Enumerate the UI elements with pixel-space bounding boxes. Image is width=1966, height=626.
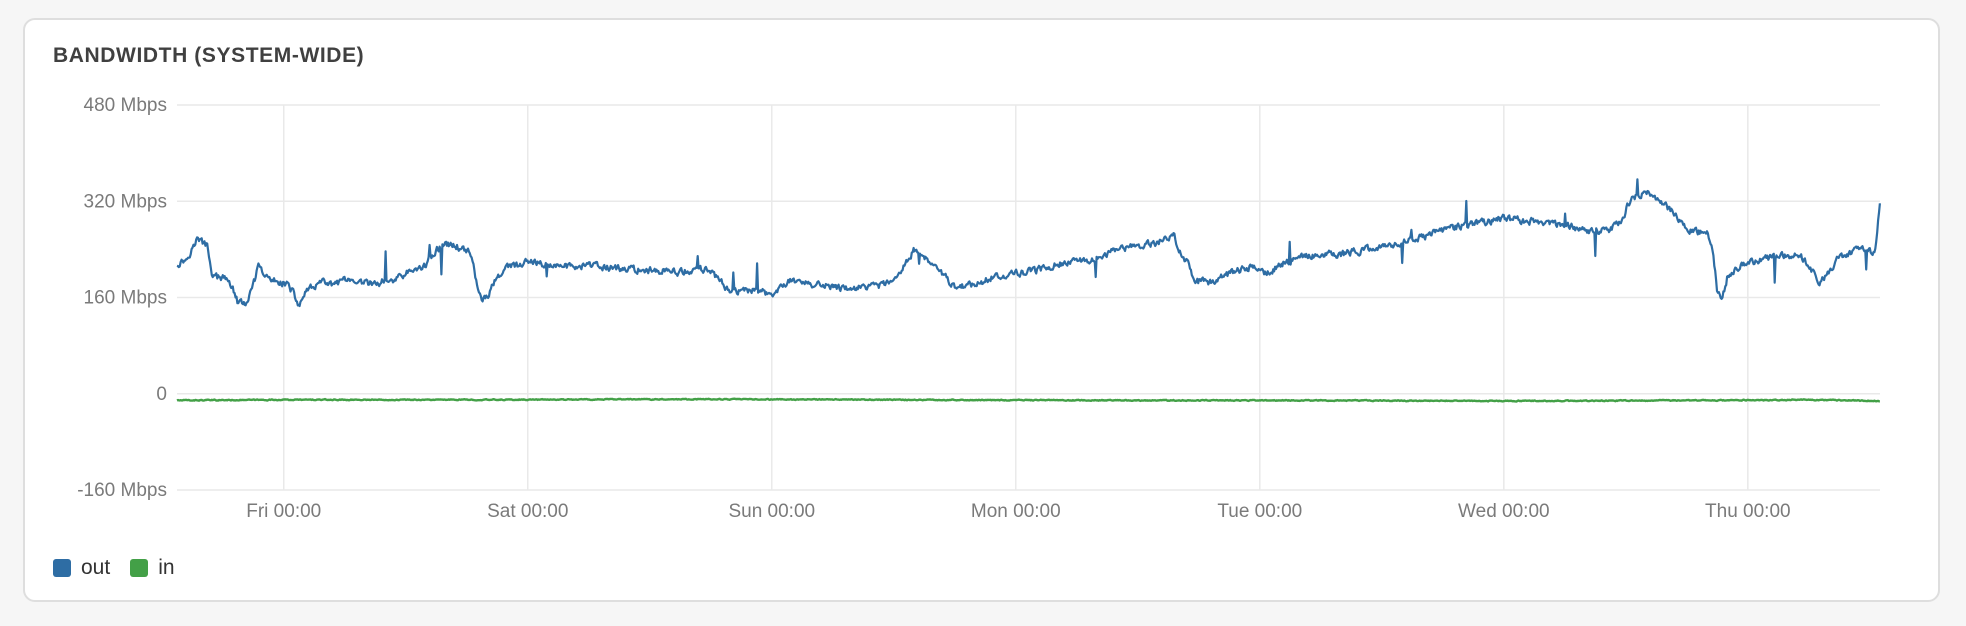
series-lines	[176, 178, 1881, 403]
series-line-in	[176, 397, 1881, 403]
legend-swatch-out	[53, 559, 71, 577]
y-tick-label: 480 Mbps	[84, 95, 167, 116]
bandwidth-card: BANDWIDTH (SYSTEM-WIDE) 480 Mbps 320 Mbps…	[23, 18, 1940, 602]
chart-title: BANDWIDTH (SYSTEM-WIDE)	[53, 44, 365, 67]
y-axis: 480 Mbps 320 Mbps 160 Mbps 0 -160 Mbps	[77, 95, 167, 501]
y-tick-label: 320 Mbps	[84, 191, 167, 212]
bandwidth-chart: 480 Mbps 320 Mbps 160 Mbps 0 -160 Mbps Fri 0…	[77, 95, 1881, 522]
x-tick-label: Sun 00:00	[728, 501, 815, 522]
legend-label-out: out	[81, 556, 111, 579]
legend-label-in: in	[158, 556, 175, 579]
y-tick-label: 160 Mbps	[84, 288, 167, 309]
x-tick-label: Tue 00:00	[1217, 501, 1302, 522]
legend-swatch-in	[130, 559, 149, 577]
y-tick-label: 0	[156, 384, 167, 405]
x-axis: Fri 00:00 Sat 00:00 Sun 00:00 Mon 00:00 Tue …	[246, 501, 1790, 522]
legend-item-in[interactable]: in	[130, 556, 175, 580]
y-tick-label: -160 Mbps	[77, 480, 167, 501]
legend: out in	[53, 556, 175, 580]
legend-item-out[interactable]: out	[53, 556, 110, 580]
x-tick-label: Sat 00:00	[487, 501, 568, 522]
series-line-out	[176, 178, 1881, 308]
grid-lines	[177, 104, 1880, 491]
x-tick-label: Fri 00:00	[246, 501, 321, 522]
x-tick-label: Mon 00:00	[971, 501, 1061, 522]
x-tick-label: Thu 00:00	[1705, 501, 1791, 522]
x-tick-label: Wed 00:00	[1458, 501, 1550, 522]
